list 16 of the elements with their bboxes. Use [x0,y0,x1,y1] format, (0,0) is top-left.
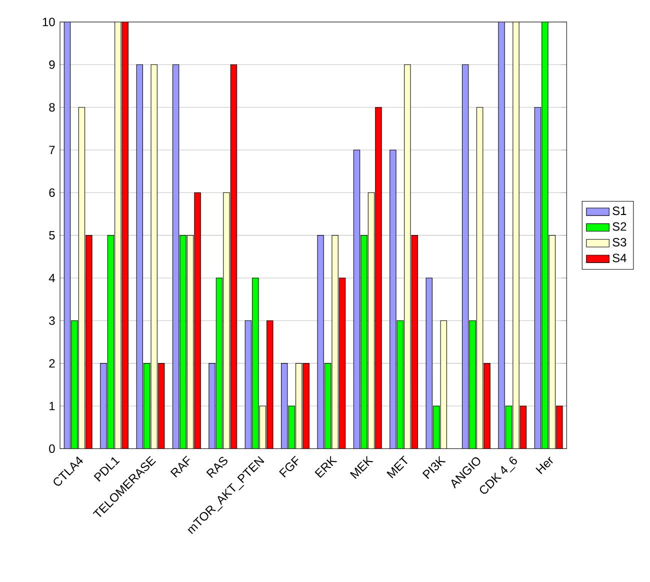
y-tick-label: 8 [49,103,55,112]
y-tick-label: 10 [42,18,55,26]
legend-label: S1 [612,206,626,216]
legend-label: S4 [612,254,626,262]
x-tick-label: Her [536,456,553,474]
y-tick-label: 0 [49,444,55,453]
y-tick-label: 5 [49,231,55,240]
legend-label: S2 [612,222,626,231]
y-tick-label: 2 [49,359,55,368]
y-tick-label: 7 [49,146,55,154]
y-tick-label: 1 [50,402,55,410]
legend-label: S3 [612,238,626,246]
y-tick-label: 9 [49,60,55,69]
y-tick-label: 4 [48,274,55,282]
y-tick-label: 6 [49,188,55,197]
y-tick-label: 3 [49,316,55,325]
